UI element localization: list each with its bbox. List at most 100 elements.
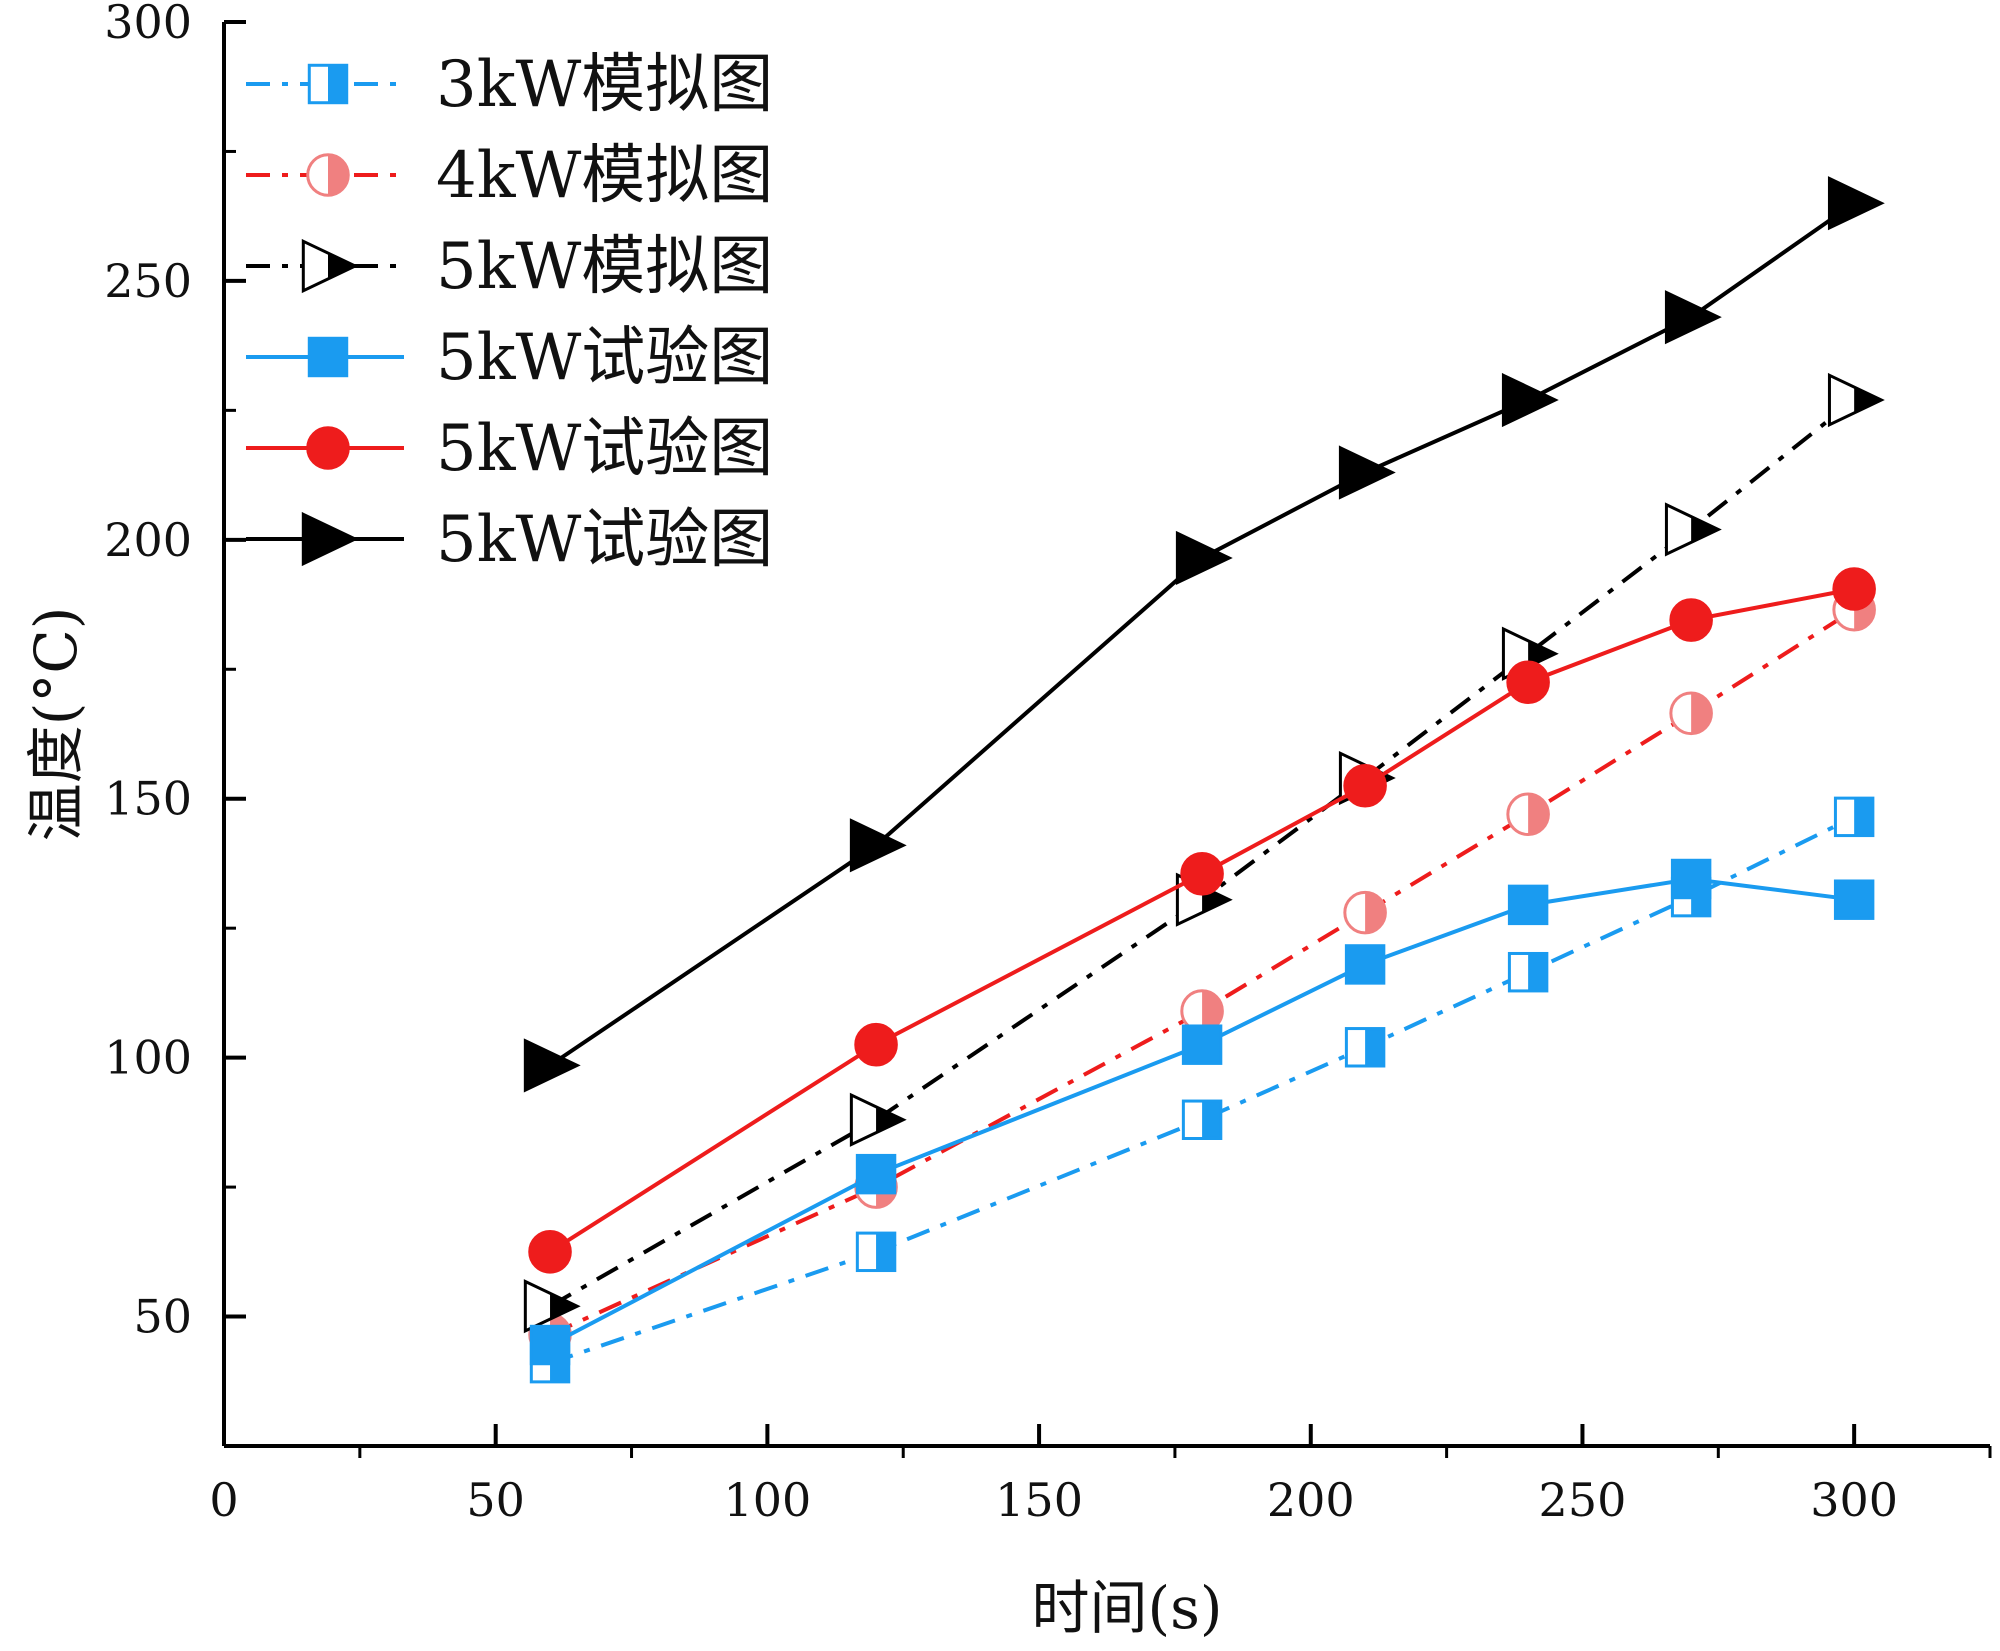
y-tick-label: 50 — [133, 1290, 192, 1344]
data-point — [1507, 951, 1549, 993]
legend-label: 5kW模拟图 — [436, 230, 773, 304]
marker-outline — [1506, 792, 1550, 837]
data-point — [1833, 879, 1875, 920]
marker-outline — [307, 63, 349, 105]
data-point — [855, 1153, 897, 1195]
legend-marker — [301, 511, 359, 567]
x-tick-label: 0 — [209, 1473, 238, 1527]
legend-marker — [307, 336, 349, 378]
legend-label: 4kW模拟图 — [436, 139, 773, 213]
marker-half-fill — [876, 1233, 895, 1271]
marker-half-fill — [1365, 892, 1386, 933]
legend-label: 3kW模拟图 — [436, 48, 773, 122]
marker-shape — [1664, 290, 1722, 345]
data-point — [1175, 530, 1233, 586]
marker-half-fill — [328, 253, 356, 279]
marker-shape — [523, 1038, 581, 1093]
marker-shape — [1827, 176, 1885, 231]
x-tick-label: 150 — [995, 1473, 1083, 1527]
x-tick-label: 300 — [1810, 1473, 1898, 1527]
data-point — [1180, 852, 1224, 896]
marker-outline — [849, 1092, 907, 1147]
marker-shape — [306, 426, 350, 470]
data-point — [1343, 764, 1387, 808]
data-point — [1832, 567, 1876, 611]
legend-item-2: 4kW模拟图 — [246, 139, 773, 213]
x-tick-label: 50 — [466, 1473, 525, 1527]
marker-outline — [301, 238, 359, 294]
marker-outline — [523, 1279, 581, 1334]
marker-half-fill — [1854, 387, 1882, 413]
marker-shape — [1832, 567, 1876, 611]
marker-shape — [849, 818, 907, 873]
data-point — [1669, 598, 1713, 642]
x-axis: 0 50 100 150 200 250 300 — [209, 1424, 1992, 1527]
marker-shape — [1180, 852, 1224, 896]
series-4 — [529, 858, 1875, 1366]
marker-shape — [1344, 944, 1386, 985]
marker-half-fill — [1202, 1101, 1221, 1139]
data-point — [1827, 176, 1885, 231]
series-6 — [523, 176, 1885, 1093]
marker-shape — [1833, 879, 1875, 920]
marker-shape — [1181, 1024, 1223, 1065]
data-point — [1338, 445, 1396, 500]
y-axis: 50 100 150 200 250 300 — [104, 0, 246, 1446]
x-tick-label: 100 — [723, 1473, 811, 1527]
data-point — [849, 818, 907, 873]
data-point — [1344, 944, 1386, 985]
data-point — [1506, 660, 1550, 704]
legend: 3kW模拟图 4kW模拟图 5kW模拟图 5kW试验图 5kW试验图 5kW试验图 — [246, 48, 773, 577]
data-point — [1827, 372, 1885, 428]
legend-marker — [307, 63, 349, 105]
y-tick-label: 150 — [104, 772, 192, 826]
marker-shape — [1501, 372, 1559, 428]
data-point — [1669, 691, 1713, 736]
data-point — [854, 1022, 898, 1067]
legend-item-3: 5kW模拟图 — [246, 230, 773, 304]
marker-shape — [529, 1324, 571, 1366]
marker-shape — [301, 511, 359, 567]
marker-shape — [528, 1230, 572, 1274]
series-5 — [528, 567, 1876, 1274]
marker-half-fill — [1202, 990, 1223, 1032]
marker-shape — [1338, 445, 1396, 500]
data-point — [1181, 1024, 1223, 1065]
marker-shape — [1669, 598, 1713, 642]
series-layer — [523, 176, 1885, 1384]
data-point — [1344, 1027, 1386, 1068]
series-line — [548, 587, 1855, 1254]
y-tick-label: 300 — [104, 0, 192, 49]
legend-label: 5kW试验图 — [436, 503, 773, 577]
marker-outline — [1669, 691, 1713, 736]
marker-half-fill — [1528, 793, 1549, 835]
marker-shape — [1175, 530, 1233, 586]
marker-half-fill — [328, 154, 349, 196]
marker-shape — [1506, 660, 1550, 704]
marker-outline — [855, 1231, 897, 1273]
marker-outline — [1827, 372, 1885, 428]
marker-outline — [1507, 951, 1549, 993]
data-point — [1181, 1099, 1223, 1140]
marker-outline — [1664, 502, 1722, 557]
marker-half-fill — [1528, 953, 1547, 991]
data-point — [855, 1231, 897, 1273]
marker-half-fill — [550, 1293, 578, 1320]
y-tick-label: 250 — [104, 254, 192, 308]
legend-item-4: 5kW试验图 — [246, 321, 773, 395]
marker-half-fill — [876, 1106, 904, 1133]
marker-outline — [1344, 1027, 1386, 1068]
data-point — [523, 1038, 581, 1093]
series-line — [549, 608, 1856, 1337]
data-point — [1506, 792, 1550, 837]
legend-marker — [306, 153, 350, 197]
marker-outline — [1181, 1099, 1223, 1140]
data-point — [523, 1279, 581, 1334]
data-point — [1507, 884, 1549, 926]
data-point — [1501, 372, 1559, 428]
data-point — [1664, 290, 1722, 345]
legend-item-1: 3kW模拟图 — [246, 48, 773, 122]
data-point — [528, 1230, 572, 1274]
marker-shape — [1507, 884, 1549, 926]
